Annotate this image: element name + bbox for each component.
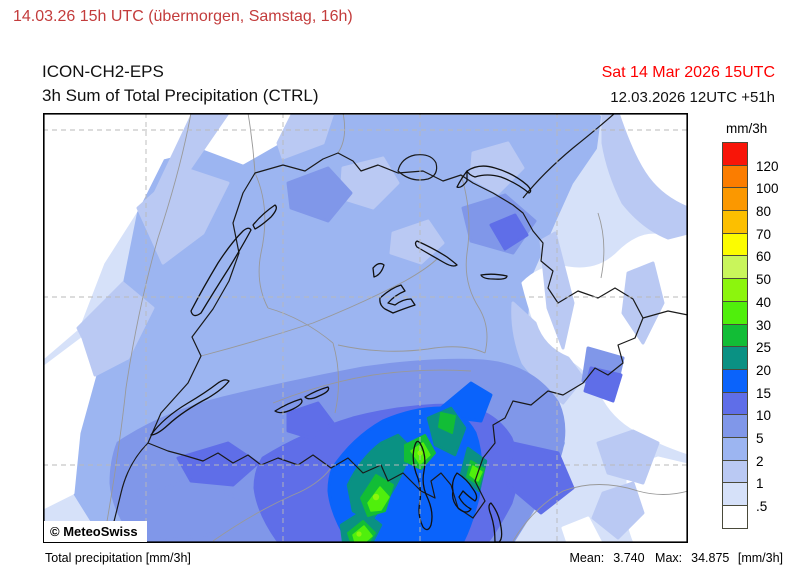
copyright-badge: © MeteoSwiss [44, 521, 147, 542]
legend-swatch [722, 142, 748, 166]
legend-tick-label: 120 [756, 158, 779, 174]
lake-neuchatel [190, 227, 252, 317]
legend-entry: 1 [722, 459, 764, 491]
legend-entry: 100 [722, 164, 779, 196]
country-borders [108, 113, 688, 542]
legend-swatch [722, 300, 748, 325]
legend-entry: 20 [722, 346, 771, 378]
legend-tick-label: 40 [756, 294, 772, 310]
legend-entry: 60 [722, 232, 771, 264]
page-title: 14.03.26 15h UTC (übermorgen, Samstag, 1… [13, 8, 353, 25]
legend-entry: 40 [722, 278, 771, 310]
map-header: ICON-CH2-EPS 3h Sum of Total Precipitati… [42, 60, 319, 108]
legend-swatch [722, 346, 748, 370]
legend-swatch [722, 164, 748, 189]
legend-tick-label: 30 [756, 317, 772, 333]
legend-swatch [722, 391, 748, 416]
legend-swatch [722, 436, 748, 461]
lake-lucerne [379, 284, 416, 314]
legend-swatch [722, 505, 748, 529]
stats-unit: [mm/3h] [737, 551, 783, 565]
footer-variable-label: Total precipitation [mm/3h] [45, 551, 191, 565]
lake-lugano [451, 472, 478, 513]
mean-label: Mean: [569, 551, 605, 565]
lake-constance [466, 165, 532, 194]
lake-zug [372, 262, 385, 278]
legend-tick-label: 5 [756, 430, 764, 446]
legend-tick-label: 1 [756, 476, 764, 492]
lake-brienz [304, 386, 330, 400]
legend-tick-label: 80 [756, 204, 772, 220]
lake-constance-arm [456, 170, 468, 189]
region-borders [104, 113, 688, 542]
lake-biel [252, 204, 277, 230]
legend-entry: 120 [722, 142, 779, 174]
lake-maggiore [412, 440, 433, 531]
run-info: 12.03.2026 12UTC +51h [610, 89, 775, 106]
legend-entry: 10 [722, 391, 771, 423]
legend-tick-label: 15 [756, 385, 772, 401]
legend-tick-label: 100 [756, 181, 779, 197]
legend-swatch [722, 278, 748, 302]
legend-entry: 30 [722, 300, 771, 333]
legend-swatch [722, 368, 748, 393]
legend-entry: 70 [722, 210, 771, 242]
max-label: Max: [655, 551, 683, 565]
precip-40-50 [356, 450, 423, 537]
legend-swatch [722, 255, 748, 280]
legend-entries: 120 100 80 70 60 50 40 30 25 20 15 10 5 2 1 .5 [722, 142, 798, 529]
precip-1-2 [76, 113, 688, 540]
max-value: 34.875 [691, 551, 730, 565]
legend-tick-label: 2 [756, 453, 764, 469]
color-legend: mm/3h 120 100 80 70 60 50 40 30 25 20 15 10 5 2 1 .5 [722, 121, 798, 529]
lake-zurich [414, 240, 458, 267]
legend-swatch [722, 187, 748, 212]
precipitation-map: © MeteoSwiss [43, 113, 688, 543]
legend-entry: 50 [722, 255, 771, 287]
legend-entry [722, 505, 748, 529]
legend-entry: .5 [722, 482, 767, 514]
legend-tick-label: 50 [756, 272, 772, 288]
legend-tick-label: 60 [756, 249, 772, 265]
mean-value: 3.740 [613, 551, 645, 565]
lake-walensee [480, 273, 508, 280]
footer-stats: Mean: 3.740 Max: 34.875 [mm/3h] [570, 551, 783, 565]
time-header: Sat 14 Mar 2026 15UTC 12.03.2026 12UTC +… [602, 60, 775, 110]
legend-tick-label: 25 [756, 340, 772, 356]
legend-swatch [722, 482, 748, 506]
legend-tick-label: 70 [756, 226, 772, 242]
legend-unit-label: mm/3h [726, 121, 768, 136]
product-name: 3h Sum of Total Precipitation (CTRL) [42, 86, 319, 105]
legend-entry: 25 [722, 323, 771, 355]
legend-tick-label: .5 [756, 499, 768, 514]
legend-entry: 80 [722, 187, 771, 219]
legend-tick-label: 20 [756, 362, 772, 378]
legend-swatch [722, 323, 748, 348]
lakes [150, 165, 532, 543]
legend-entry: 5 [722, 414, 764, 446]
legend-entry: 15 [722, 368, 771, 401]
map-canvas [43, 113, 688, 543]
lake-geneva [150, 379, 230, 436]
legend-swatch [722, 232, 748, 257]
valid-time: Sat 14 Mar 2026 15UTC [601, 64, 775, 81]
lake-thun [274, 398, 303, 414]
legend-swatch [722, 210, 748, 234]
legend-swatch [722, 459, 748, 484]
legend-entry: 2 [722, 436, 764, 469]
model-name: ICON-CH2-EPS [42, 62, 164, 81]
legend-swatch [722, 414, 748, 438]
map-frame [43, 113, 688, 543]
legend-tick-label: 10 [756, 408, 772, 424]
